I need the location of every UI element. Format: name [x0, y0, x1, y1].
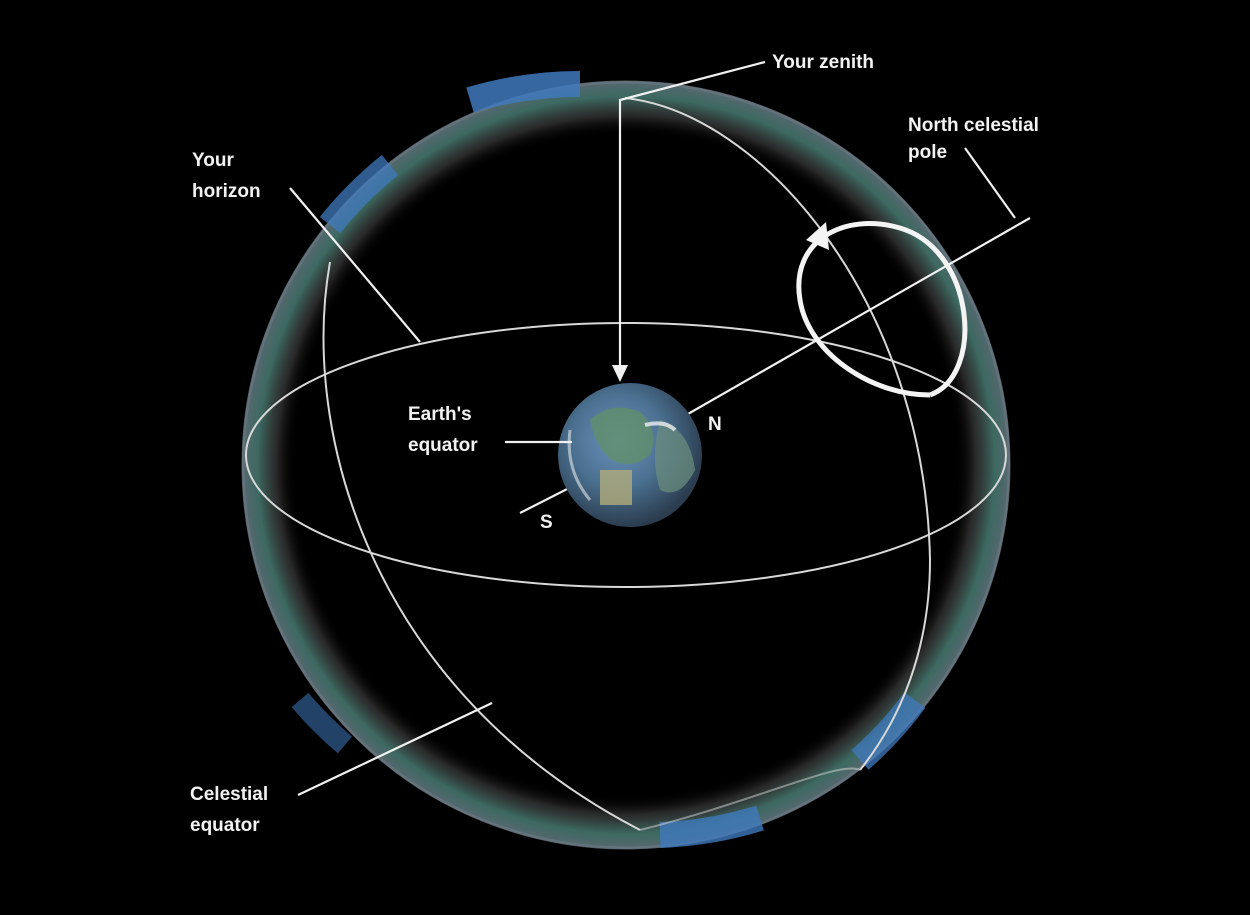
- label-earth-equator-line2: equator: [408, 435, 478, 456]
- label-horizon-line1: Your: [192, 150, 234, 171]
- rim-blue-patch: [659, 805, 764, 848]
- earth-clouds: [644, 421, 677, 432]
- earth-land: [590, 407, 654, 464]
- label-south: S: [540, 512, 553, 533]
- earth-land: [655, 420, 695, 493]
- celestial-pole-axis: [659, 217, 1031, 431]
- label-north: N: [708, 414, 722, 435]
- horizon-leader-line: [289, 187, 421, 343]
- label-earth-equator-line1: Earth's: [408, 404, 472, 425]
- earth-land-desert: [600, 470, 632, 505]
- ncp-leader-line: [964, 147, 1016, 219]
- label-your-zenith: Your zenith: [772, 52, 874, 73]
- rim-blue-patch: [851, 692, 926, 770]
- rim-blue-patch: [319, 154, 399, 234]
- earth: [558, 383, 702, 527]
- horizon-ring: [245, 322, 1007, 588]
- zenith-arrowhead-icon: [612, 365, 628, 382]
- label-horizon-line2: horizon: [192, 181, 261, 202]
- label-celestial-equator-line2: equator: [190, 815, 260, 836]
- sphere-outline: [241, 80, 1011, 850]
- rim-blue-patch: [466, 70, 581, 113]
- celestial-equator-leader-line: [297, 702, 493, 796]
- rotation-arrowhead-icon: [806, 222, 829, 250]
- meridian-ring: [624, 97, 932, 771]
- label-ncp-line1: North celestial: [908, 115, 1039, 136]
- label-celestial-equator-line1: Celestial: [190, 784, 268, 805]
- zenith-pointer-line: [618, 60, 766, 375]
- rotation-circle-arrow: [796, 221, 968, 398]
- celestial-equator-ring: [322, 261, 641, 831]
- earth-clouds: [567, 429, 592, 501]
- meridian-ring-lower: [639, 767, 861, 831]
- rim-blue-patch: [291, 692, 353, 754]
- label-ncp-line2: pole: [908, 142, 947, 163]
- south-pole-axis: [519, 484, 576, 514]
